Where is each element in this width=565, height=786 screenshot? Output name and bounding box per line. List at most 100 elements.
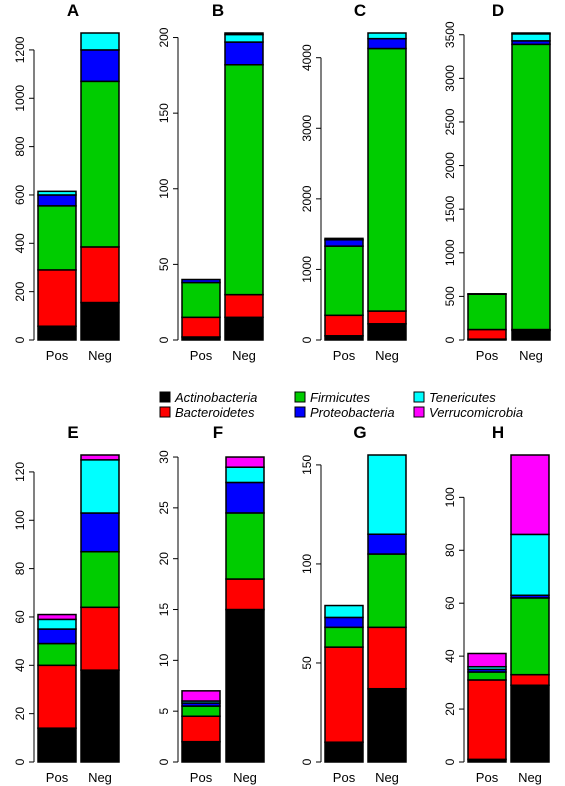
bar-segment-proteobacteria <box>324 239 364 247</box>
y-tick-label: 2000 <box>443 152 457 179</box>
bar-segment-tenericutes <box>37 618 77 630</box>
x-category-label: Pos <box>46 348 69 363</box>
panel-E: E 0 20 40 60 80 100 120 Pos Neg <box>13 423 120 785</box>
y-tick-label: 0 <box>300 758 314 765</box>
x-category-label: Neg <box>233 770 257 785</box>
bar-segment-proteobacteria <box>367 37 407 50</box>
y-tick-label: 100 <box>13 510 27 530</box>
y-tick-label: 40 <box>13 658 27 672</box>
y-tick-label: 150 <box>300 455 314 475</box>
y-tick-label: 100 <box>300 554 314 574</box>
x-category-label: Pos <box>190 770 213 785</box>
bar-segment-bacteroidetes <box>80 606 120 671</box>
legend-label: Firmicutes <box>310 390 370 405</box>
y-tick-label: 2500 <box>443 108 457 135</box>
panel-A: A 0 200 400 600 800 1000 1200 Pos Neg <box>13 1 120 363</box>
bar-segment-bacteroidetes <box>467 679 507 761</box>
bar-segment-verrucomicrobia <box>510 454 550 536</box>
bar-segment-proteobacteria <box>37 194 77 207</box>
y-tick-label: 200 <box>13 281 27 301</box>
bar-segment-verrucomicrobia <box>225 456 265 468</box>
y-tick-label: 80 <box>13 562 27 576</box>
bar-segment-actinobacteria <box>511 329 551 341</box>
bar-segment-bacteroidetes <box>224 293 264 319</box>
x-category-label: Pos <box>333 348 356 363</box>
bar-segment-tenericutes <box>225 466 265 484</box>
legend-label: Tenericutes <box>429 390 496 405</box>
bar-segment-actinobacteria <box>224 316 264 341</box>
bar-segment-firmicutes <box>37 205 77 271</box>
legend-item: Verrucomicrobia <box>413 405 523 420</box>
bar-segment-actinobacteria <box>37 727 77 763</box>
bar-segment-actinobacteria <box>367 687 407 763</box>
x-category-label: Pos <box>476 770 499 785</box>
y-tick-label: 2000 <box>300 185 314 212</box>
bar-segment-verrucomicrobia <box>224 32 264 36</box>
legend-swatch <box>294 391 306 403</box>
y-tick-label: 80 <box>443 543 457 557</box>
y-tick-label: 15 <box>157 603 171 617</box>
x-category-label: Pos <box>190 348 213 363</box>
y-tick-label: 150 <box>157 103 171 123</box>
panel-title: B <box>212 1 224 20</box>
bar-segment-proteobacteria <box>224 41 264 66</box>
panel-H: H 0 20 40 60 80 100 Pos Neg <box>443 423 550 785</box>
legend-item: Actinobacteria <box>159 390 257 405</box>
panel-G: G 0 50 100 150 Pos Neg <box>300 423 407 785</box>
legend-swatch <box>413 391 425 403</box>
panel-B: B 0 50 100 150 200 Pos Neg <box>157 1 264 363</box>
bar-segment-bacteroidetes <box>37 269 77 327</box>
panel-C: C 0 1000 2000 3000 4000 Pos Neg <box>300 1 407 363</box>
bar-segment-firmicutes <box>225 512 265 580</box>
y-tick-label: 4000 <box>300 44 314 71</box>
y-tick-label: 1500 <box>443 196 457 223</box>
bar-segment-bacteroidetes <box>367 626 407 690</box>
legend-item: Bacteroidetes <box>159 405 255 420</box>
bar-segment-bacteroidetes <box>37 664 77 729</box>
x-category-label: Neg <box>518 770 542 785</box>
bar-segment-tenericutes <box>37 190 77 196</box>
bar-segment-proteobacteria <box>80 49 120 83</box>
y-tick-label: 20 <box>13 707 27 721</box>
y-tick-label: 0 <box>443 758 457 765</box>
bar-segment-bacteroidetes <box>367 310 407 325</box>
bar-segment-proteobacteria <box>181 278 221 284</box>
legend-swatch <box>159 406 171 418</box>
x-category-label: Neg <box>519 348 543 363</box>
x-category-label: Neg <box>88 348 112 363</box>
bar-segment-firmicutes <box>324 626 364 648</box>
bar-segment-firmicutes <box>467 671 507 681</box>
y-tick-label: 0 <box>13 758 27 765</box>
bar-segment-proteobacteria <box>80 512 120 553</box>
bar-segment-proteobacteria <box>225 481 265 514</box>
y-tick-label: 1000 <box>443 239 457 266</box>
y-tick-label: 20 <box>443 702 457 716</box>
bar-segment-verrucomicrobia <box>467 652 507 668</box>
bar-segment-tenericutes <box>510 533 550 597</box>
bar-segment-firmicutes <box>367 47 407 312</box>
x-category-label: Neg <box>375 348 399 363</box>
bar-segment-tenericutes <box>367 32 407 40</box>
bar-segment-tenericutes <box>367 454 407 535</box>
panel-title: G <box>353 423 366 442</box>
legend-swatch <box>294 406 306 418</box>
panel-F: F 0 5 10 15 20 25 30 Pos Neg <box>157 423 265 785</box>
y-tick-label: 0 <box>157 336 171 343</box>
legend-swatch <box>413 406 425 418</box>
panel-title: F <box>213 423 223 442</box>
bar-segment-tenericutes <box>511 33 551 42</box>
bar-segment-tenericutes <box>80 459 120 514</box>
panel-title: H <box>492 423 504 442</box>
bar-segment-proteobacteria <box>37 628 77 645</box>
y-tick-label: 1200 <box>13 36 27 63</box>
bar-segment-bacteroidetes <box>80 246 120 304</box>
y-tick-label: 3000 <box>300 115 314 142</box>
bar-segment-verrucomicrobia <box>511 32 551 35</box>
bar-segment-firmicutes <box>181 705 221 718</box>
panel-title: D <box>492 1 504 20</box>
bar-segment-firmicutes <box>367 553 407 629</box>
bar-segment-firmicutes <box>181 281 221 319</box>
x-category-label: Pos <box>333 770 356 785</box>
legend-item: Proteobacteria <box>294 405 395 420</box>
